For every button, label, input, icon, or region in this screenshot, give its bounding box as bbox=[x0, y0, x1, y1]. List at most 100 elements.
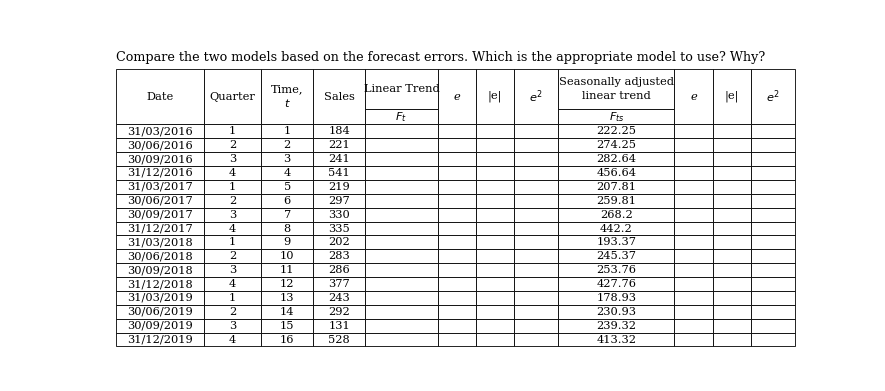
Bar bbox=[313, 319, 366, 333]
Bar bbox=[558, 333, 674, 346]
Bar bbox=[712, 277, 750, 291]
Bar bbox=[558, 277, 674, 291]
Bar bbox=[514, 194, 558, 208]
Bar bbox=[438, 69, 476, 124]
Bar bbox=[261, 249, 313, 263]
Bar bbox=[712, 305, 750, 319]
Bar bbox=[514, 180, 558, 194]
Bar bbox=[750, 152, 795, 166]
Bar bbox=[674, 180, 712, 194]
Bar bbox=[514, 138, 558, 152]
Bar bbox=[313, 124, 366, 138]
Text: Seasonally adjusted
linear trend: Seasonally adjusted linear trend bbox=[559, 77, 673, 100]
Text: 442.2: 442.2 bbox=[600, 224, 633, 233]
Bar bbox=[558, 291, 674, 305]
Bar bbox=[366, 263, 438, 277]
Bar bbox=[476, 333, 514, 346]
Bar bbox=[514, 152, 558, 166]
Text: 5: 5 bbox=[283, 182, 291, 192]
Bar bbox=[116, 166, 204, 180]
Text: |e|: |e| bbox=[725, 91, 739, 102]
Bar bbox=[712, 124, 750, 138]
Text: 4: 4 bbox=[229, 279, 236, 289]
Bar bbox=[116, 124, 204, 138]
Bar bbox=[750, 124, 795, 138]
Bar bbox=[116, 263, 204, 277]
Bar bbox=[261, 124, 313, 138]
Bar bbox=[514, 208, 558, 222]
Text: 1: 1 bbox=[229, 293, 236, 303]
Bar bbox=[438, 277, 476, 291]
Bar bbox=[313, 208, 366, 222]
Bar bbox=[476, 277, 514, 291]
Bar bbox=[204, 138, 261, 152]
Bar bbox=[313, 69, 366, 124]
Text: 239.32: 239.32 bbox=[596, 321, 636, 331]
Text: 282.64: 282.64 bbox=[596, 154, 636, 164]
Bar bbox=[438, 180, 476, 194]
Text: 456.64: 456.64 bbox=[596, 168, 636, 178]
Bar bbox=[558, 124, 674, 138]
Text: 2: 2 bbox=[283, 140, 291, 150]
Text: 274.25: 274.25 bbox=[596, 140, 636, 150]
Text: 4: 4 bbox=[229, 224, 236, 233]
Bar bbox=[750, 277, 795, 291]
Text: 283: 283 bbox=[328, 251, 350, 261]
Bar bbox=[261, 291, 313, 305]
Bar bbox=[366, 180, 438, 194]
Bar bbox=[750, 208, 795, 222]
Text: 9: 9 bbox=[283, 237, 291, 248]
Text: 268.2: 268.2 bbox=[600, 210, 633, 220]
Bar bbox=[476, 263, 514, 277]
Bar bbox=[674, 249, 712, 263]
Bar bbox=[674, 222, 712, 235]
Text: 2: 2 bbox=[229, 251, 236, 261]
Bar bbox=[438, 124, 476, 138]
Bar bbox=[204, 124, 261, 138]
Bar bbox=[366, 69, 438, 109]
Text: 2: 2 bbox=[229, 140, 236, 150]
Bar bbox=[438, 291, 476, 305]
Text: 259.81: 259.81 bbox=[596, 196, 636, 206]
Bar bbox=[261, 222, 313, 235]
Bar bbox=[750, 305, 795, 319]
Bar bbox=[366, 124, 438, 138]
Bar bbox=[116, 305, 204, 319]
Bar bbox=[438, 138, 476, 152]
Bar bbox=[750, 235, 795, 249]
Text: e: e bbox=[453, 91, 460, 102]
Bar bbox=[116, 235, 204, 249]
Text: 1: 1 bbox=[283, 126, 291, 136]
Bar bbox=[712, 263, 750, 277]
Bar bbox=[514, 319, 558, 333]
Bar bbox=[514, 333, 558, 346]
Text: 11: 11 bbox=[280, 265, 295, 275]
Bar bbox=[514, 249, 558, 263]
Bar bbox=[558, 208, 674, 222]
Bar bbox=[674, 166, 712, 180]
Text: 335: 335 bbox=[328, 224, 350, 233]
Bar bbox=[558, 166, 674, 180]
Bar bbox=[476, 69, 514, 124]
Bar bbox=[116, 208, 204, 222]
Bar bbox=[261, 194, 313, 208]
Text: 207.81: 207.81 bbox=[596, 182, 636, 192]
Text: 222.25: 222.25 bbox=[596, 126, 636, 136]
Bar bbox=[558, 319, 674, 333]
Bar bbox=[558, 138, 674, 152]
Bar bbox=[712, 208, 750, 222]
Bar bbox=[514, 235, 558, 249]
Bar bbox=[261, 319, 313, 333]
Bar bbox=[366, 194, 438, 208]
Bar bbox=[514, 263, 558, 277]
Bar bbox=[476, 180, 514, 194]
Bar bbox=[204, 208, 261, 222]
Bar bbox=[313, 305, 366, 319]
Bar bbox=[438, 222, 476, 235]
Text: 3: 3 bbox=[283, 154, 291, 164]
Bar bbox=[438, 166, 476, 180]
Bar bbox=[558, 305, 674, 319]
Bar bbox=[204, 69, 261, 124]
Bar bbox=[476, 235, 514, 249]
Text: $e^2$: $e^2$ bbox=[529, 88, 543, 105]
